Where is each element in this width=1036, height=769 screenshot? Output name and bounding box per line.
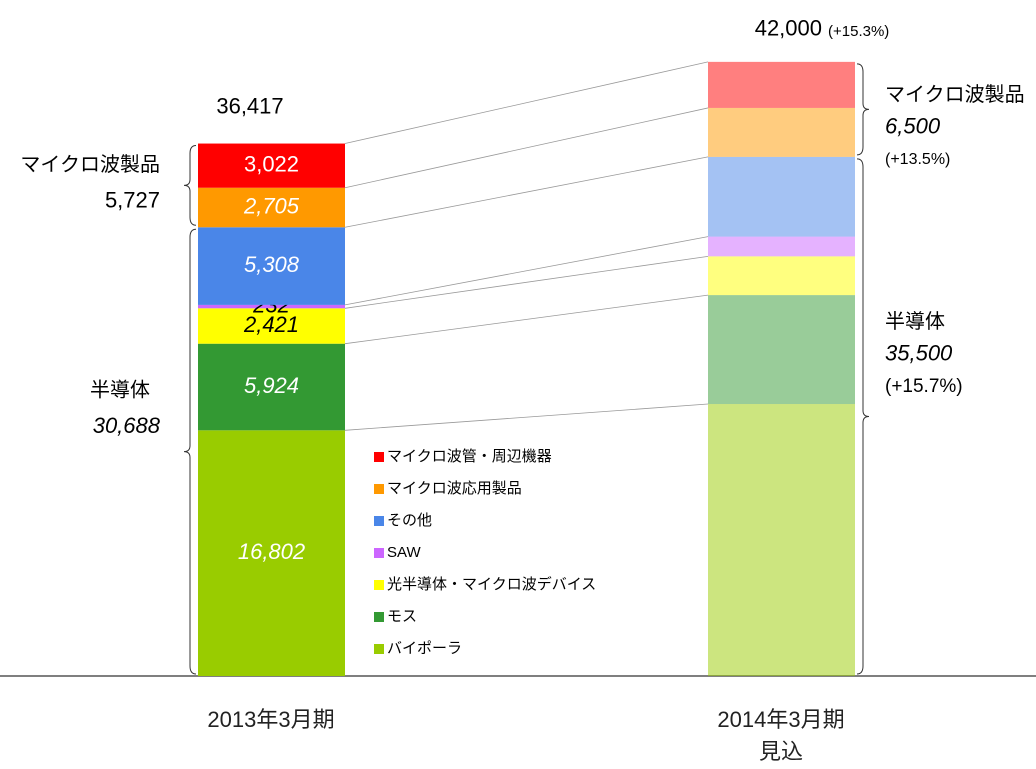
bar-segment [708,295,855,405]
total-change: (+15.3%) [828,23,889,40]
group-name: 半導体 [90,379,150,402]
bar-segment [198,227,345,305]
bar-segment [708,156,855,237]
bar-segment [198,343,345,431]
legend-swatch [374,548,384,558]
legend-swatch [374,580,384,590]
bar-segment [708,256,855,296]
data-label: 5,924 [244,373,299,398]
group-value: 35,500 [885,341,953,366]
bar-segment [708,404,855,676]
legend-label: 光半導体・マイクロ波デバイス [387,575,596,593]
bar-segment [198,430,345,676]
x-tick-label: 2014年3月期 見込 [717,707,845,764]
x-tick-label: 2013年3月期 [207,707,335,732]
data-label: 2,421 [243,312,299,337]
bar-segment [198,187,345,228]
legend-swatch [374,612,384,622]
legend-label: マイクロ波応用製品 [387,480,522,497]
group-name: 半導体 [885,310,945,333]
legend-label: マイクロ波管・周辺機器 [387,448,552,465]
data-label: 5,308 [244,252,300,277]
connector [344,294,709,345]
legend-label: その他 [387,512,432,529]
data-label: 3,022 [244,151,299,176]
group-name: マイクロ波製品 [20,153,160,176]
group-value: 6,500 [885,114,941,139]
brace [856,158,870,675]
connector [344,403,709,431]
legend-label: SAW [387,544,421,561]
total-label: 36,417 [216,93,283,118]
group-value: 5,727 [105,187,160,212]
data-label: 2,705 [243,193,300,218]
bar-segment [198,308,345,344]
bar-segment [708,107,855,157]
legend-swatch [374,484,384,494]
connector [344,255,709,309]
group-change: (+15.7%) [885,376,963,397]
bar-segment [198,304,345,309]
connector [344,156,709,228]
bar-segment [708,236,855,257]
group-value: 30,688 [93,413,161,438]
legend-swatch [374,452,384,462]
legend-label: モス [387,608,417,625]
bar-segment [708,61,855,108]
brace [183,228,197,675]
legend-label: バイポーラ [387,640,462,657]
data-label: 16,802 [238,539,305,564]
connector [344,236,709,306]
legend-swatch [374,516,384,526]
brace [856,63,870,156]
group-name: マイクロ波製品 [885,83,1025,106]
group-change: (+13.5%) [885,151,950,168]
total-label: 42,000 [755,16,822,41]
connector [344,107,709,189]
brace [183,145,197,226]
bar-segment [198,143,345,188]
connector [344,61,709,144]
legend-swatch [374,644,384,654]
